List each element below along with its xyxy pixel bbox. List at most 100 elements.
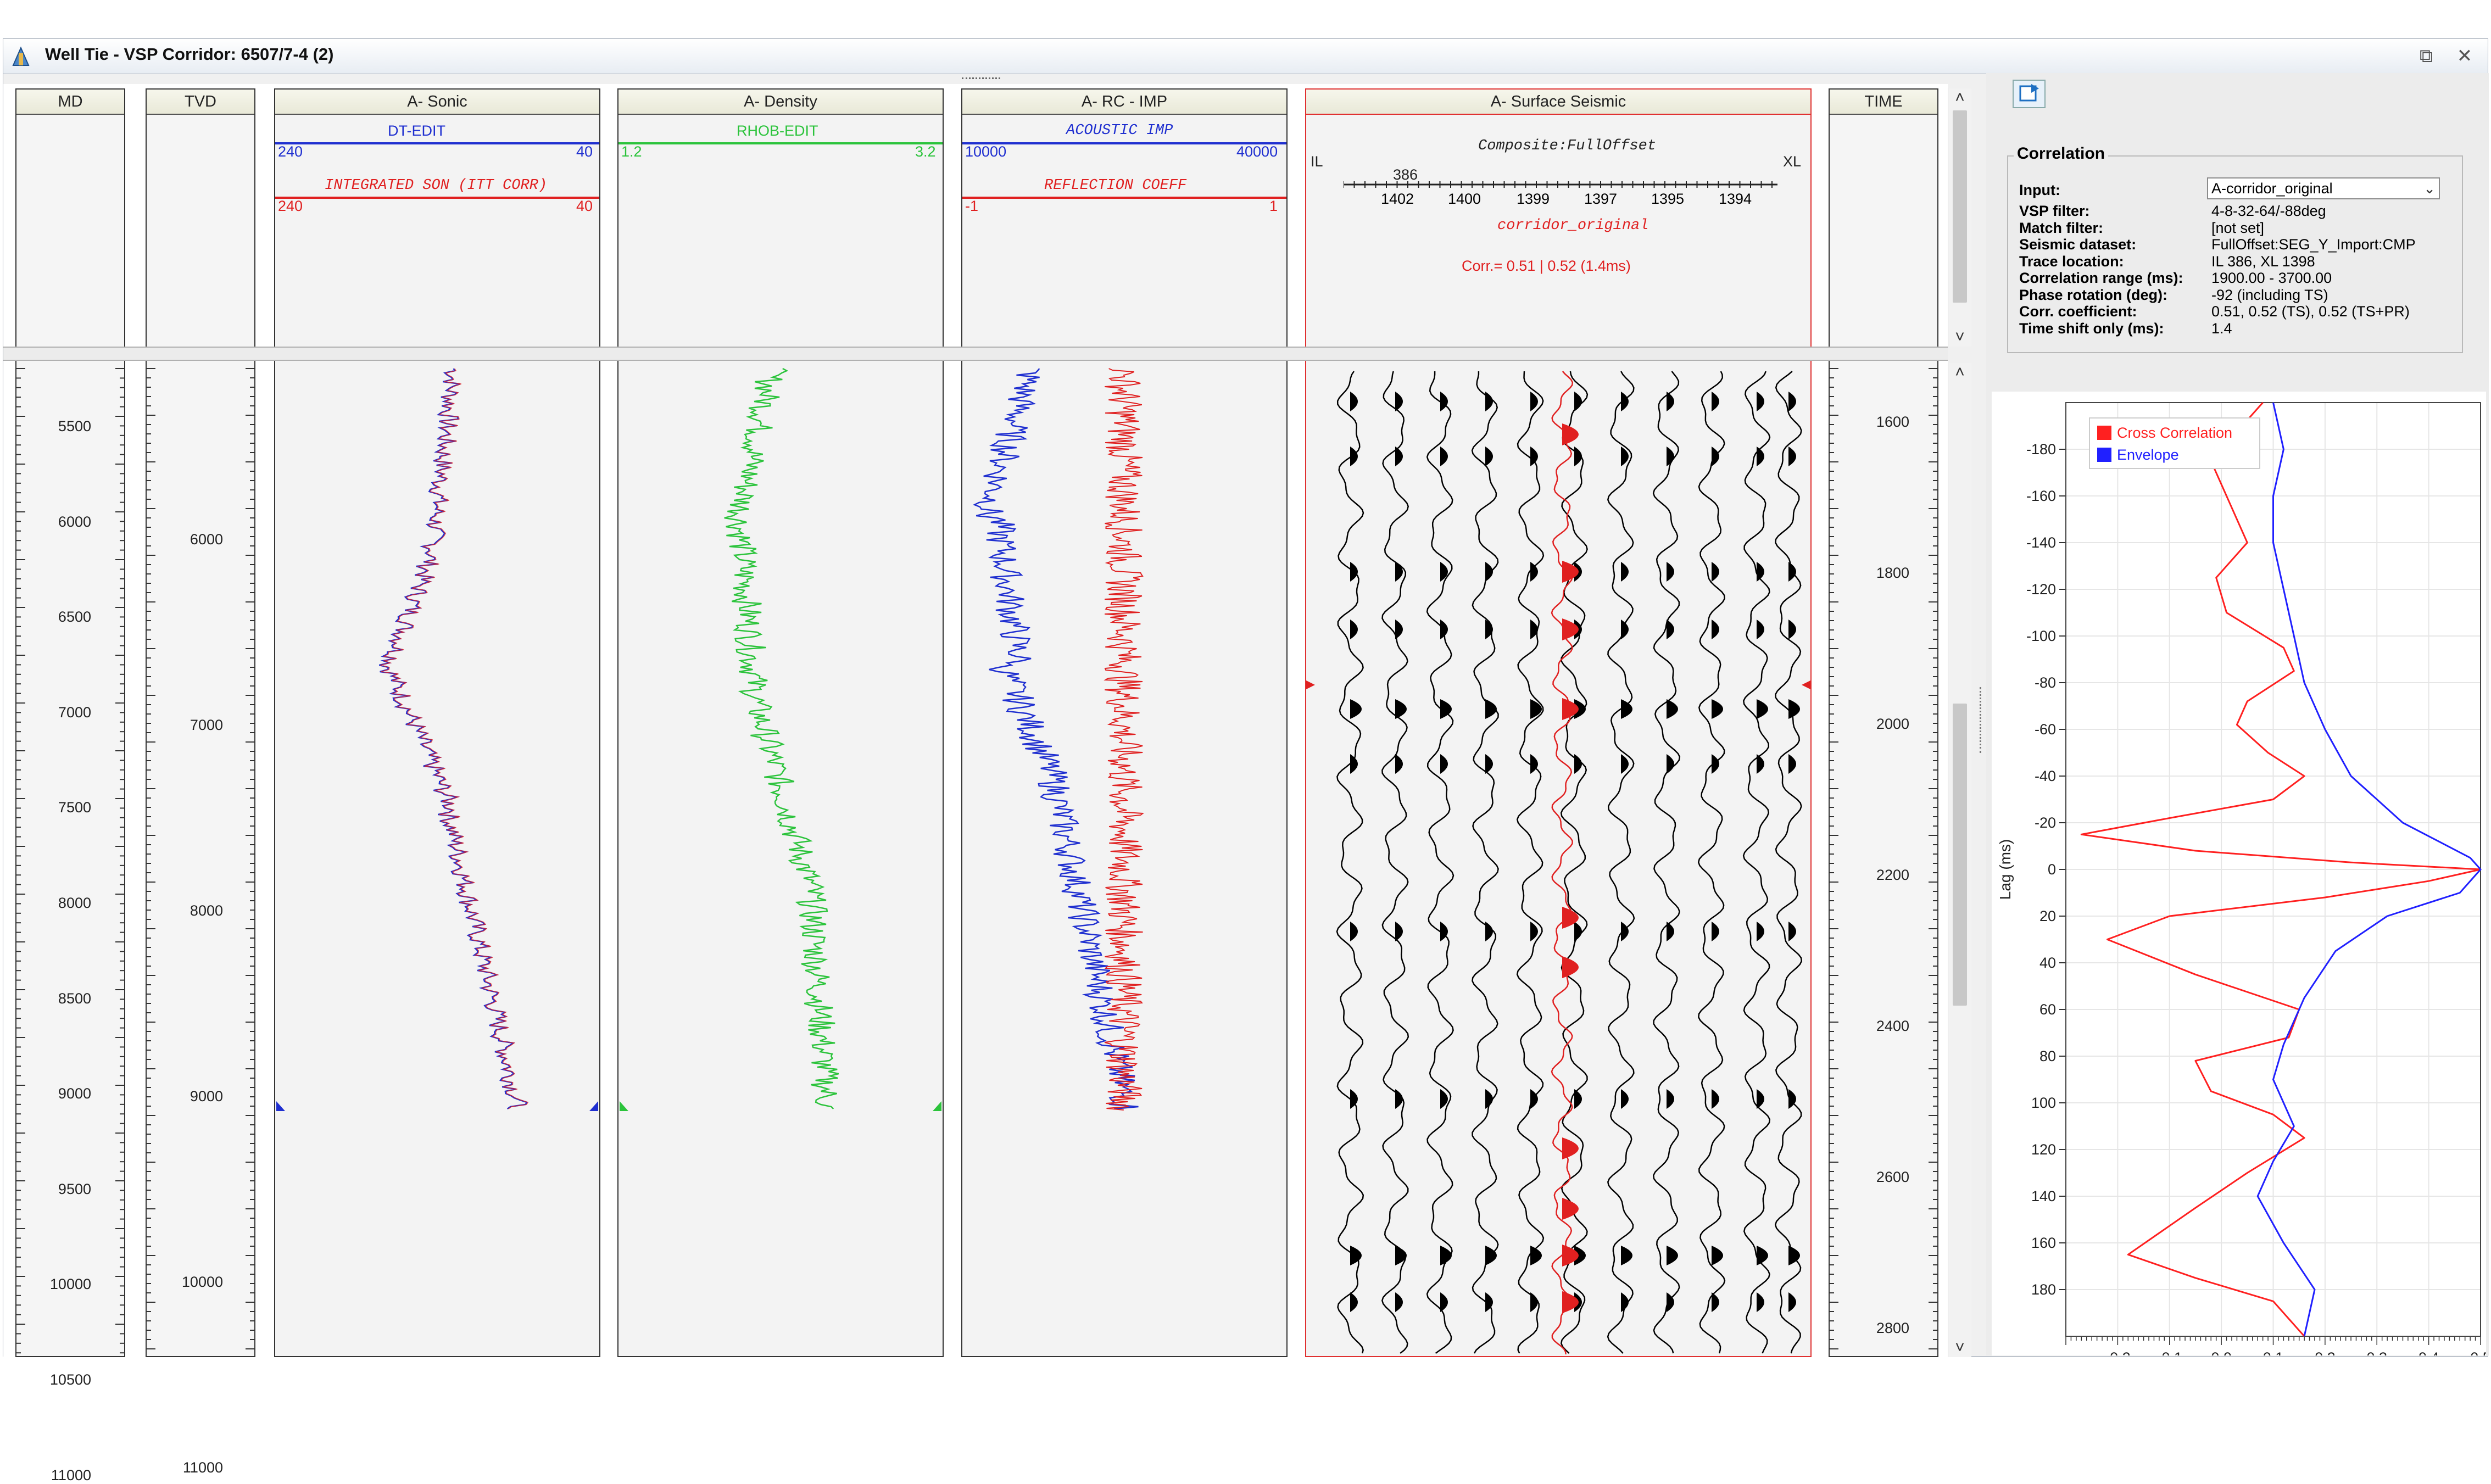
seismic-peak: [1667, 620, 1674, 639]
header-scroll-thumb[interactable]: [1953, 110, 1967, 303]
sonic-curve1-scale-line: [275, 142, 599, 144]
y-tick-label: -40: [2035, 768, 2056, 784]
seismic-trace: [1652, 371, 1681, 1354]
scroll-down-icon[interactable]: ˅: [1955, 328, 1965, 346]
seismic-trace: [1381, 371, 1409, 1354]
density-rhob-curve: [724, 367, 839, 1109]
pane-divider[interactable]: [3, 347, 1948, 361]
y-tick-label: 40: [2039, 955, 2056, 971]
md-axis-label: 6500: [58, 609, 91, 626]
chevron-down-icon[interactable]: ⌄: [2423, 180, 2436, 197]
header-scrollbar[interactable]: ˄ ˅: [1948, 88, 1971, 347]
time-axis-label: 2600: [1876, 1169, 1909, 1185]
md-axis-label: 9000: [58, 1085, 91, 1102]
seismic-peak: [1788, 620, 1796, 639]
time-axis-label: 1600: [1876, 414, 1909, 430]
density-curve1-max: 3.2: [915, 143, 936, 160]
seismic-il-value: 386: [1393, 166, 1418, 183]
seismic-trace-axis: [1344, 181, 1777, 188]
corridor-trace: [1551, 371, 1574, 1355]
seismic-peak: [1530, 1246, 1542, 1265]
seismic-peak: [1395, 1292, 1403, 1312]
md-axis-label: 8000: [58, 895, 91, 911]
seismic-peak: [1395, 1246, 1407, 1265]
seismic-peak: [1350, 620, 1358, 639]
data-scrollbar[interactable]: ˄ ˅: [1948, 363, 1971, 1357]
time-track-header: TIME: [1830, 90, 1937, 115]
md-axis-label: 8500: [58, 990, 91, 1007]
seismic-peak: [1485, 1292, 1493, 1312]
seismic-peak: [1757, 1292, 1764, 1312]
y-tick-label: -180: [2026, 441, 2056, 458]
title-bar: Well Tie - VSP Corridor: 6507/7-4 (2) ⧉ …: [3, 39, 2488, 74]
seismic-peak: [1788, 1089, 1796, 1109]
corr-row-value: 4-8-32-64/-88deg: [2211, 203, 2326, 219]
seismic-il-label: IL: [1311, 153, 1323, 170]
envelope-series: [2256, 402, 2482, 1337]
seismic-corridor-label: corridor_original: [1497, 217, 1649, 234]
rcimp-track-header: A- RC - IMP: [962, 90, 1286, 115]
seismic-trace: [1516, 371, 1545, 1354]
y-tick-label: 100: [2031, 1095, 2056, 1111]
seismic-peak: [1395, 562, 1403, 582]
y-tick-label: 140: [2031, 1188, 2056, 1204]
seismic-peak: [1440, 1246, 1452, 1265]
rcimp-acoustic-curve: [973, 368, 1139, 1110]
y-tick-label: -80: [2035, 674, 2056, 691]
input-select[interactable]: A-corridor_original ⌄: [2207, 177, 2440, 199]
seismic-peak: [1574, 699, 1586, 719]
rcimp-curve1-scale-line: [962, 142, 1286, 144]
seismic-trace: [1560, 371, 1589, 1354]
seismic-peak: [1530, 699, 1542, 719]
seismic-peak: [1712, 392, 1719, 411]
seismic-peak: [1350, 562, 1358, 582]
seismic-peak: [1485, 699, 1497, 719]
corr-row-value: [not set]: [2211, 219, 2265, 236]
seismic-peak: [1757, 392, 1764, 411]
seismic-trace: [1697, 371, 1726, 1354]
sonic-curve1-min: 240: [278, 143, 303, 160]
seismic-peak: [1485, 562, 1493, 582]
correlation-group-title: Correlation: [2014, 144, 2109, 163]
seismic-peak: [1530, 392, 1538, 411]
seismic-peak: [1440, 392, 1448, 411]
seismic-peak: [1530, 1292, 1538, 1312]
rcimp-reflection-curve: [1104, 368, 1145, 1111]
seismic-peak: [1530, 922, 1538, 941]
seismic-peak: [1621, 1292, 1629, 1312]
seismic-peak: [1485, 620, 1493, 639]
seismic-peak: [1621, 392, 1629, 411]
close-icon[interactable]: ✕: [2456, 46, 2473, 66]
seismic-peak: [1621, 1089, 1629, 1109]
restore-icon[interactable]: ⧉: [2419, 46, 2433, 66]
seismic-peak: [1530, 620, 1538, 639]
seismic-peak: [1350, 447, 1358, 466]
x-tick-label: 0.4: [2418, 1349, 2439, 1355]
splitter-grip-top[interactable]: [962, 77, 1000, 83]
seismic-peak: [1395, 699, 1407, 719]
tvd-axis-label: 10000: [181, 1274, 223, 1290]
seismic-peak: [1350, 754, 1358, 774]
corr-row-label: VSP filter:: [2019, 203, 2090, 219]
scroll-up-icon[interactable]: ˄: [1955, 88, 1965, 107]
tvd-axis-label: 7000: [190, 717, 223, 733]
scroll-down-icon[interactable]: ˅: [1955, 1338, 1965, 1357]
vertical-splitter-grip[interactable]: [1980, 687, 1987, 753]
sonic-curve2-min: 240: [278, 198, 303, 214]
range-marker-right: [1802, 680, 1810, 689]
seismic-peak: [1788, 447, 1796, 466]
seismic-xl-2: 1400: [1448, 191, 1481, 207]
md-axis-label: 7500: [58, 799, 91, 816]
seismic-peak: [1621, 1246, 1632, 1265]
data-scroll-thumb[interactable]: [1953, 704, 1967, 1006]
tvd-axis-label: 9000: [190, 1088, 223, 1104]
well-tie-window: Well Tie - VSP Corridor: 6507/7-4 (2) ⧉ …: [3, 38, 2491, 1483]
corridor-peak: [1562, 1137, 1579, 1159]
seismic-peak: [1574, 754, 1582, 774]
md-axis-label: 10500: [49, 1371, 91, 1388]
rcimp-curve2-min: -1: [965, 198, 979, 214]
export-button[interactable]: [2013, 80, 2046, 108]
seismic-peak: [1485, 392, 1493, 411]
seismic-peak: [1350, 699, 1362, 719]
scroll-up-icon[interactable]: ˄: [1955, 363, 1965, 381]
